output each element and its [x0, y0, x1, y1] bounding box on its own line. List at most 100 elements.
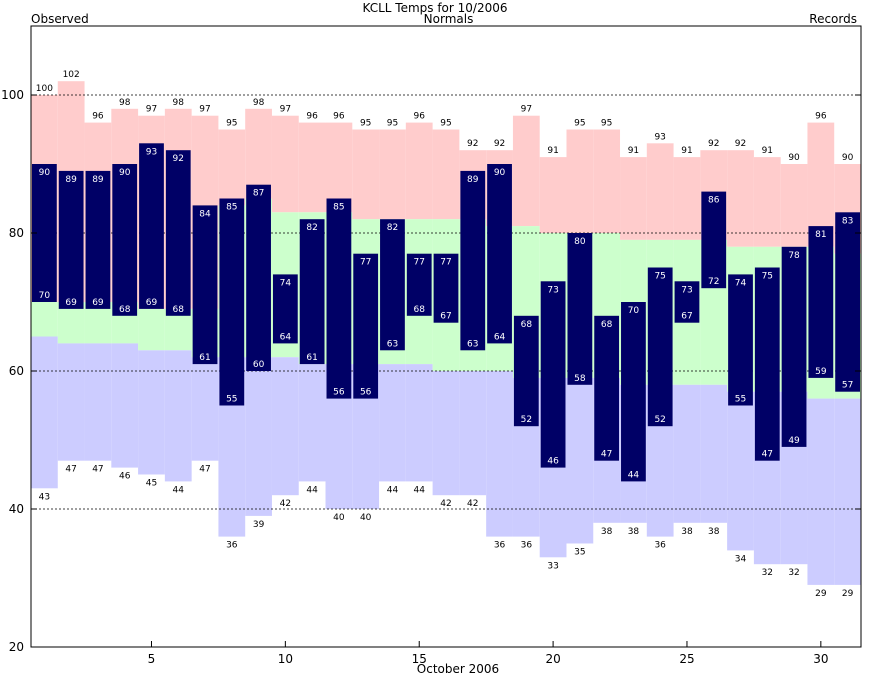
record-high-label: 95	[387, 119, 398, 129]
observed-bar	[781, 246, 807, 447]
observed-bar	[85, 170, 111, 309]
observed-bar	[433, 253, 459, 323]
observed-high-label: 90	[119, 168, 131, 178]
observed-low-label: 61	[306, 353, 317, 363]
observed-high-label: 75	[654, 272, 665, 282]
record-low-label: 36	[654, 541, 666, 551]
observed-high-label: 68	[521, 320, 533, 330]
record-high-label: 96	[333, 112, 345, 122]
observed-low-label: 69	[92, 298, 104, 308]
legend-normals: Normals	[423, 12, 474, 26]
record-high-label: 96	[413, 112, 425, 122]
observed-high-label: 74	[735, 278, 747, 288]
axes: 20 40 60 80 100 5 10 15 20 25 30 October 2006	[1, 25, 862, 676]
observed-high-label: 86	[708, 196, 720, 206]
observed-high-label: 90	[39, 168, 51, 178]
observed-bar	[567, 233, 593, 385]
normal-band	[31, 302, 58, 337]
observed-low-label: 47	[762, 450, 773, 460]
record-low-band	[164, 350, 192, 482]
observed-low-label: 68	[413, 305, 425, 315]
observed-high-label: 84	[199, 209, 211, 219]
record-high-label: 96	[92, 112, 104, 122]
record-low-label: 35	[574, 548, 585, 558]
y-tick-label: 40	[9, 502, 24, 516]
record-high-band	[646, 143, 674, 240]
record-low-label: 32	[788, 568, 799, 578]
y-tick-label: 20	[9, 640, 24, 654]
observed-high-label: 74	[280, 278, 292, 288]
record-low-label: 46	[119, 472, 131, 482]
record-low-band	[432, 371, 460, 496]
observed-bar	[112, 164, 138, 316]
record-low-band	[405, 364, 433, 482]
record-low-label: 38	[601, 527, 613, 537]
normal-band	[138, 308, 165, 351]
record-low-label: 44	[413, 485, 425, 495]
record-low-band	[138, 350, 165, 475]
observed-high-label: 77	[360, 258, 371, 268]
observed-high-label: 85	[333, 203, 344, 213]
observed-bar	[139, 143, 164, 309]
observed-low-label: 55	[735, 395, 746, 405]
observed-low-label: 64	[280, 332, 292, 342]
observed-bar	[540, 281, 566, 468]
observed-low-label: 69	[65, 298, 77, 308]
record-high-label: 91	[628, 146, 639, 156]
record-high-band	[620, 157, 647, 240]
record-low-label: 45	[146, 479, 157, 489]
observed-bar	[513, 315, 539, 427]
record-high-label: 96	[306, 112, 318, 122]
record-low-label: 38	[681, 527, 693, 537]
record-high-label: 95	[601, 119, 612, 129]
value-labels: 100 43 90 70 102 47 89 69 96 47 89 69 98 46 90 68 97 45 93…	[36, 70, 854, 599]
record-high-label: 102	[63, 70, 80, 80]
observed-bar	[701, 191, 727, 289]
observed-bar	[326, 198, 352, 399]
plot-frame	[30, 25, 862, 648]
record-low-label: 34	[735, 554, 747, 564]
record-high-label: 91	[762, 146, 773, 156]
record-low-label: 36	[494, 541, 506, 551]
record-low-label: 42	[280, 499, 291, 509]
record-low-band	[298, 364, 326, 482]
observed-high-label: 83	[842, 216, 853, 226]
record-high-band	[405, 122, 433, 220]
observed-low-label: 68	[119, 305, 131, 315]
record-low-band	[486, 371, 513, 537]
observed-high-label: 90	[494, 168, 506, 178]
record-low-label: 47	[199, 465, 210, 475]
record-high-label: 97	[280, 105, 291, 115]
record-low-label: 44	[387, 485, 399, 495]
observed-bar	[299, 219, 325, 365]
observed-high-label: 81	[815, 230, 826, 240]
record-low-band	[727, 391, 754, 551]
record-high-band	[780, 164, 808, 247]
observed-bar	[219, 198, 245, 406]
record-low-band	[84, 343, 112, 461]
record-low-band	[57, 343, 85, 461]
observed-high-label: 82	[306, 223, 317, 233]
observed-bar	[594, 315, 620, 461]
observed-bar	[272, 274, 298, 344]
record-low-band	[459, 371, 487, 496]
observed-high-label: 89	[467, 175, 479, 185]
record-high-label: 91	[547, 146, 558, 156]
record-high-band	[539, 157, 567, 233]
record-low-band	[566, 377, 594, 544]
observed-low-label: 55	[226, 395, 237, 405]
record-high-band	[245, 108, 272, 199]
y-tick-label: 60	[9, 364, 24, 378]
observed-bar	[165, 150, 191, 316]
observed-high-label: 70	[628, 306, 640, 316]
record-high-label: 98	[253, 98, 265, 108]
record-high-band	[298, 122, 326, 213]
observed-bar	[406, 253, 432, 316]
record-low-band	[271, 357, 299, 496]
record-high-label: 100	[36, 84, 53, 94]
x-tick-label: 5	[148, 652, 156, 666]
observed-high-label: 89	[65, 175, 77, 185]
x-tick-label: 15	[412, 652, 427, 666]
observed-bar	[380, 219, 405, 351]
observed-low-label: 69	[146, 298, 158, 308]
